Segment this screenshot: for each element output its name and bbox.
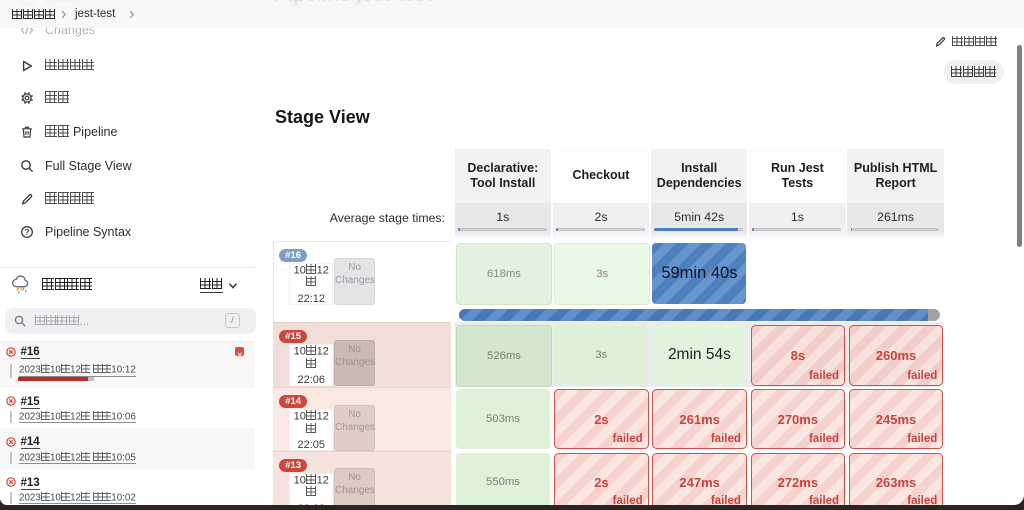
svg-text:?: ?	[24, 228, 29, 237]
